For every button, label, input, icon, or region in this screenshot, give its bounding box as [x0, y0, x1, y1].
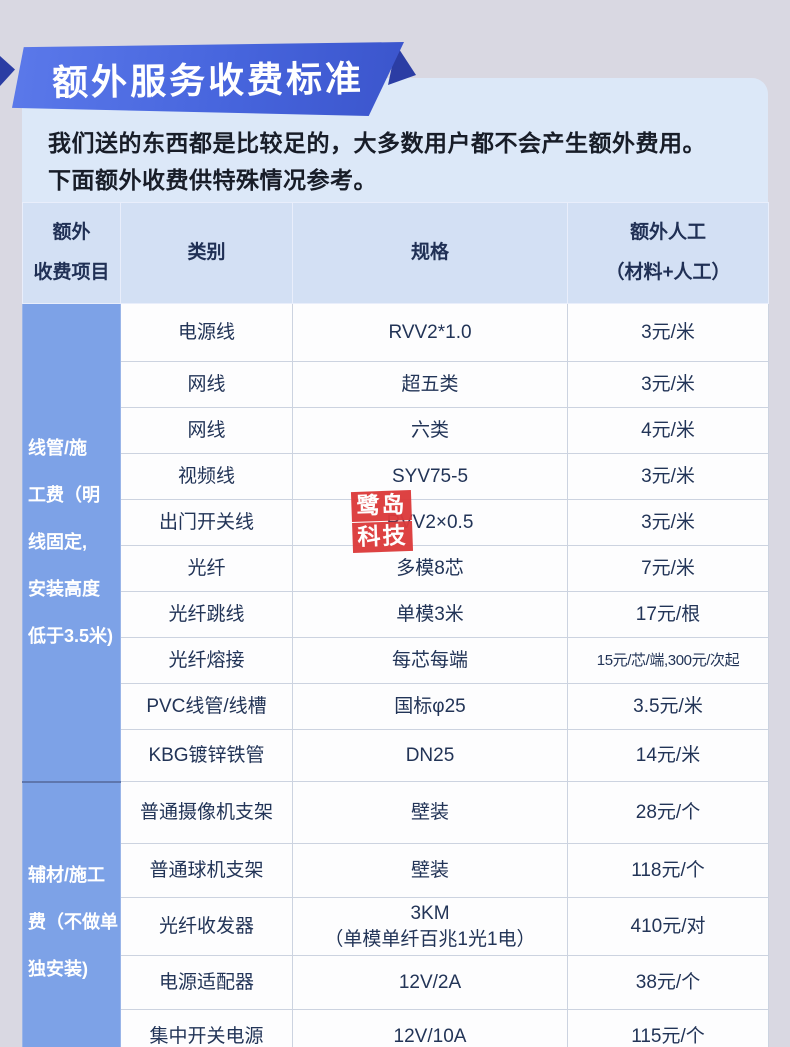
- category-cell: 网线: [120, 407, 293, 454]
- fee-table-body: 线管/施 工费（明 线固定, 安装高度 低于3.5米) 电源线 RVV2*1.0 3元…: [22, 303, 769, 1047]
- category-cell: 出门开关线: [120, 499, 293, 546]
- price-cell: 38元/个: [567, 955, 769, 1010]
- price-cell: 4元/米: [567, 407, 769, 454]
- fee-table: 额外 收费项目 类别 规格 额外人工 （材料+人工） 线管/施 工费（明 线固定…: [22, 202, 769, 1047]
- category-cell: 普通球机支架: [120, 843, 293, 898]
- category-cell: KBG镀锌铁管: [120, 729, 293, 782]
- spec-cell: 单模3米: [292, 591, 568, 638]
- category-cell: 光纤: [120, 545, 293, 592]
- intro-note: 我们送的东西都是比较足的，大多数用户都不会产生额外费用。 下面额外收费供特殊情况…: [22, 78, 768, 204]
- table-row: 电源适配器 12V/2A 38元/个: [22, 955, 769, 1010]
- category-cell: 光纤跳线: [120, 591, 293, 638]
- table-row: 光纤跳线 单模3米 17元/根: [22, 591, 769, 638]
- spec-cell: RVV2×0.5: [292, 499, 568, 546]
- category-cell: 视频线: [120, 453, 293, 500]
- header-fee-item: 额外 收费项目: [22, 202, 121, 304]
- category-cell: 网线: [120, 361, 293, 408]
- spec-cell: 国标φ25: [292, 683, 568, 730]
- spec-cell: 超五类: [292, 361, 568, 408]
- table-row: 集中开关电源 12V/10A 115元/个: [22, 1009, 769, 1047]
- spec-cell: 壁装: [292, 781, 568, 844]
- group-label-cell: 辅材/施工 费（不做单 独安装): [22, 780, 121, 1047]
- price-cell: 7元/米: [567, 545, 769, 592]
- table-row: 网线 六类 4元/米: [22, 407, 769, 454]
- category-cell: 普通摄像机支架: [120, 781, 293, 844]
- price-cell: 3元/米: [567, 499, 769, 546]
- group-label-cell: 线管/施 工费（明 线固定, 安装高度 低于3.5米): [22, 303, 121, 782]
- fee-table-header: 额外 收费项目 类别 规格 额外人工 （材料+人工）: [22, 202, 769, 304]
- spec-cell: RVV2*1.0: [292, 303, 568, 362]
- category-cell: PVC线管/线槽: [120, 683, 293, 730]
- spec-cell: 3KM （单模单纤百兆1光1电）: [292, 897, 568, 956]
- category-cell: 集中开关电源: [120, 1009, 293, 1047]
- table-row: 网线 超五类 3元/米: [22, 361, 769, 408]
- table-row: KBG镀锌铁管 DN25 14元/米: [22, 729, 769, 782]
- spec-cell: DN25: [292, 729, 568, 782]
- spec-cell: 12V/2A: [292, 955, 568, 1010]
- watermark-line-2: 科技: [352, 520, 414, 554]
- price-cell: 15元/芯/端,300元/次起: [567, 637, 769, 684]
- price-cell: 118元/个: [567, 843, 769, 898]
- price-cell: 17元/根: [567, 591, 769, 638]
- header-extra-labor: 额外人工 （材料+人工）: [567, 202, 769, 304]
- header-category: 类别: [120, 202, 293, 304]
- banner-ribbon: 额外服务收费标准: [12, 42, 404, 116]
- price-cell: 28元/个: [567, 781, 769, 844]
- header-spec: 规格: [292, 202, 568, 304]
- spec-cell: 多模8芯: [292, 545, 568, 592]
- table-row: 光纤熔接 每芯每端 15元/芯/端,300元/次起: [22, 637, 769, 684]
- price-cell: 3.5元/米: [567, 683, 769, 730]
- category-cell: 光纤收发器: [120, 897, 293, 956]
- spec-cell: 壁装: [292, 843, 568, 898]
- price-cell: 410元/对: [567, 897, 769, 956]
- intro-text: 我们送的东西都是比较足的，大多数用户都不会产生额外费用。 下面额外收费供特殊情况…: [48, 130, 706, 193]
- table-row: 普通球机支架 壁装 118元/个: [22, 843, 769, 898]
- price-cell: 3元/米: [567, 453, 769, 500]
- price-cell: 3元/米: [567, 303, 769, 362]
- price-cell: 115元/个: [567, 1009, 769, 1047]
- price-cell: 3元/米: [567, 361, 769, 408]
- watermark-line-1: 鹭岛: [350, 489, 412, 523]
- table-row: 光纤收发器 3KM （单模单纤百兆1光1电） 410元/对: [22, 897, 769, 956]
- table-row: 光纤 多模8芯 7元/米: [22, 545, 769, 592]
- header-row: 额外 收费项目 类别 规格 额外人工 （材料+人工）: [22, 202, 769, 304]
- category-cell: 电源适配器: [120, 955, 293, 1010]
- price-cell: 14元/米: [567, 729, 769, 782]
- table-row: PVC线管/线槽 国标φ25 3.5元/米: [22, 683, 769, 730]
- spec-cell: 六类: [292, 407, 568, 454]
- table-row: 线管/施 工费（明 线固定, 安装高度 低于3.5米) 电源线 RVV2*1.0 3元…: [22, 303, 769, 782]
- page-title: 额外服务收费标准: [51, 57, 365, 104]
- spec-cell: SYV75-5: [292, 453, 568, 500]
- table-row: 辅材/施工 费（不做单 独安装) 普通摄像机支架 壁装 28元/个: [22, 780, 769, 1047]
- category-cell: 光纤熔接: [120, 637, 293, 684]
- watermark: 鹭岛 科技: [350, 489, 414, 554]
- ribbon-fold-left-icon: [0, 56, 15, 86]
- spec-cell: 12V/10A: [292, 1009, 568, 1047]
- category-cell: 电源线: [120, 303, 293, 362]
- spec-cell: 每芯每端: [292, 637, 568, 684]
